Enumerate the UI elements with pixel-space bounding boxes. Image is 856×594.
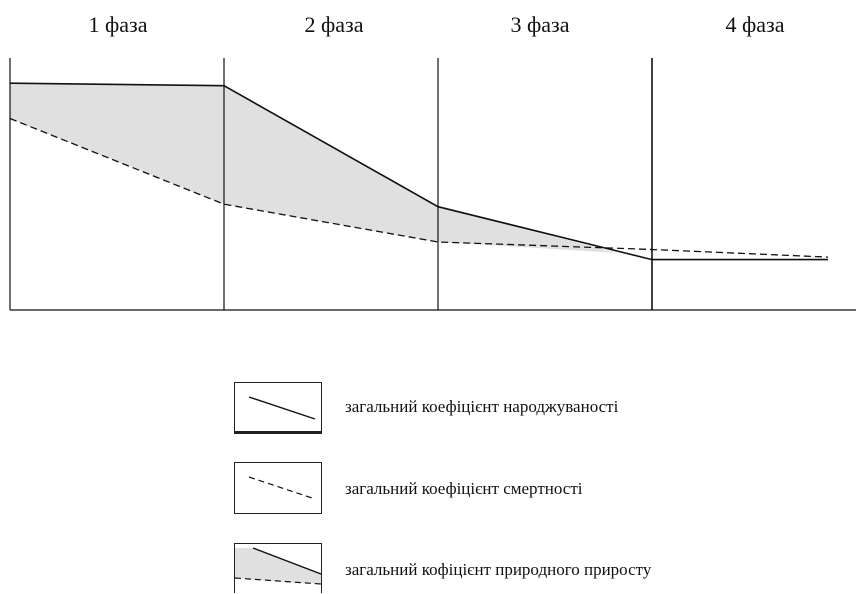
phase-label-4: 4 фаза	[725, 12, 785, 37]
phase-label-1: 1 фаза	[88, 12, 148, 37]
natural-increase-area	[10, 83, 618, 253]
legend-swatch-death	[234, 462, 322, 514]
phase-label-2: 2 фаза	[304, 12, 364, 37]
phase-label-3: 3 фаза	[510, 12, 570, 37]
legend-label-birth: загальний коефіцієнт народжуваності	[345, 397, 619, 416]
legend-label-natural-increase: загальний кофіцієнт природного приросту	[345, 560, 652, 579]
legend-swatch-birth	[234, 382, 322, 434]
demographic-transition-diagram	[9, 58, 856, 311]
legend-swatch-natural-increase	[234, 543, 322, 593]
death-rate-line	[9, 117, 829, 258]
legend-label-death: загальний коефіцієнт смертності	[345, 479, 583, 498]
